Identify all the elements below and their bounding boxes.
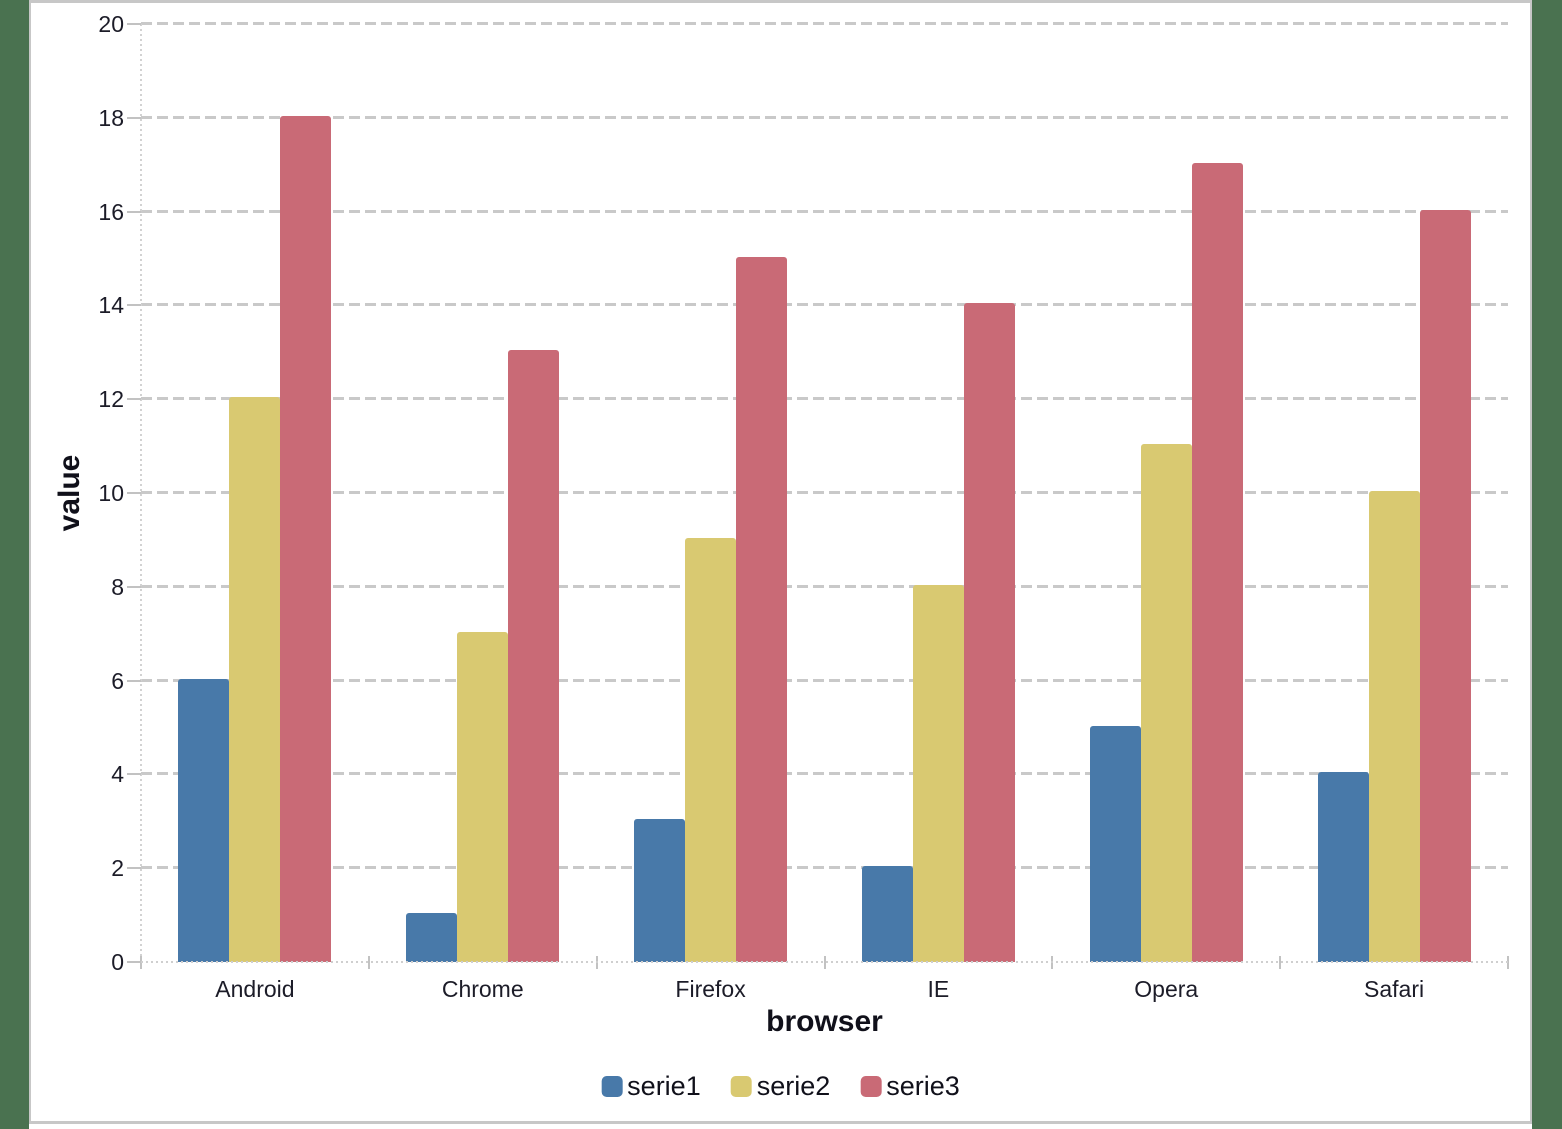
bar-serie3-android: [280, 115, 332, 962]
y-axis-tick-label: 4: [111, 761, 124, 788]
bar-serie2-ie: [912, 584, 964, 962]
legend-item-serie3: serie3: [860, 1071, 960, 1102]
bar-serie1-chrome: [406, 913, 458, 962]
legend-item-serie1: serie1: [601, 1071, 701, 1102]
bar-serie1-firefox: [634, 819, 686, 962]
y-axis-tick-label: 18: [98, 104, 124, 131]
legend-swatch-serie3: [860, 1076, 882, 1097]
legend-label-serie3: serie3: [886, 1071, 960, 1101]
gridline-8: [141, 584, 1508, 588]
x-axis-category-label: Opera: [1134, 976, 1199, 1002]
x-axis-category-label: Firefox: [675, 976, 746, 1002]
bar-serie3-firefox: [736, 256, 788, 962]
y-axis-tick: [127, 867, 141, 870]
legend-item-serie2: serie2: [730, 1071, 831, 1102]
gridline-20: [141, 22, 1508, 25]
legend-swatch-serie1: [601, 1076, 623, 1097]
legend: serie1 serie2 serie3: [601, 1071, 960, 1102]
y-axis-tick: [127, 585, 141, 588]
bar-serie2-safari: [1368, 491, 1420, 962]
bar-serie1-safari: [1317, 772, 1369, 962]
x-axis-category-label: Safari: [1364, 976, 1425, 1002]
y-axis-tick-label: 6: [111, 667, 124, 694]
y-axis-line: [140, 24, 142, 962]
y-axis-tick: [127, 398, 141, 401]
y-axis-tick: [127, 23, 141, 25]
plot-area: value browser 0 2 4 6 8 10 12 14 16 18 20 Android Ch…: [53, 11, 1509, 1038]
y-axis-tick: [127, 304, 141, 307]
y-axis-tick-label: 16: [98, 198, 124, 225]
bar-serie1-ie: [861, 866, 913, 962]
gridline-16: [141, 209, 1508, 213]
y-axis-tick-label: 8: [111, 573, 124, 600]
x-axis-title: browser: [766, 1005, 883, 1038]
y-axis-tick: [127, 116, 141, 119]
y-axis-tick: [127, 679, 141, 682]
gridline-2: [141, 866, 1508, 870]
legend-swatch-serie2: [730, 1076, 752, 1097]
legend-label-serie1: serie1: [627, 1071, 701, 1101]
y-axis-tick: [127, 210, 141, 213]
desktop-background-right: [1532, 0, 1562, 1129]
chart-panel: value browser 0 2 4 6 8 10 12 14 16 18 20 Android Ch…: [29, 0, 1532, 1124]
gridline-6: [141, 678, 1508, 682]
gridline-14: [141, 303, 1508, 307]
y-axis-tick: [127, 492, 141, 494]
y-axis-tick-label: 12: [98, 386, 124, 413]
desktop-background-left: [0, 0, 29, 1129]
x-axis-tick: [1507, 956, 1509, 969]
bar-serie2-chrome: [457, 631, 509, 962]
x-axis-category-label: Chrome: [441, 976, 524, 1002]
bar-serie3-chrome: [508, 350, 560, 962]
gridline-10: [141, 491, 1508, 494]
y-axis-tick-label: 2: [111, 855, 124, 882]
y-axis-tick-label: 0: [111, 949, 124, 975]
y-axis-tick: [127, 961, 141, 963]
bar-serie3-safari: [1419, 209, 1471, 962]
y-axis-tick: [127, 773, 141, 776]
y-axis-tick-label: 14: [98, 292, 124, 319]
gridline-4: [141, 772, 1508, 776]
legend-label-serie2: serie2: [756, 1071, 831, 1101]
gridline-12: [141, 397, 1508, 401]
bar-serie3-opera: [1191, 162, 1243, 962]
bar-serie2-firefox: [685, 537, 737, 962]
bar-serie1-android: [178, 678, 230, 962]
y-axis-tick-label: 10: [98, 480, 124, 506]
x-axis-category-label: Android: [215, 976, 295, 1002]
x-axis-category-label: IE: [927, 976, 950, 1002]
bar-serie1-opera: [1089, 725, 1141, 962]
x-axis-line: [141, 961, 1508, 963]
bar-serie2-android: [229, 397, 281, 962]
gridline-18: [141, 115, 1508, 119]
bar-serie2-opera: [1140, 444, 1192, 962]
y-axis-tick-label: 20: [98, 11, 124, 37]
bar-serie3-ie: [963, 303, 1015, 962]
